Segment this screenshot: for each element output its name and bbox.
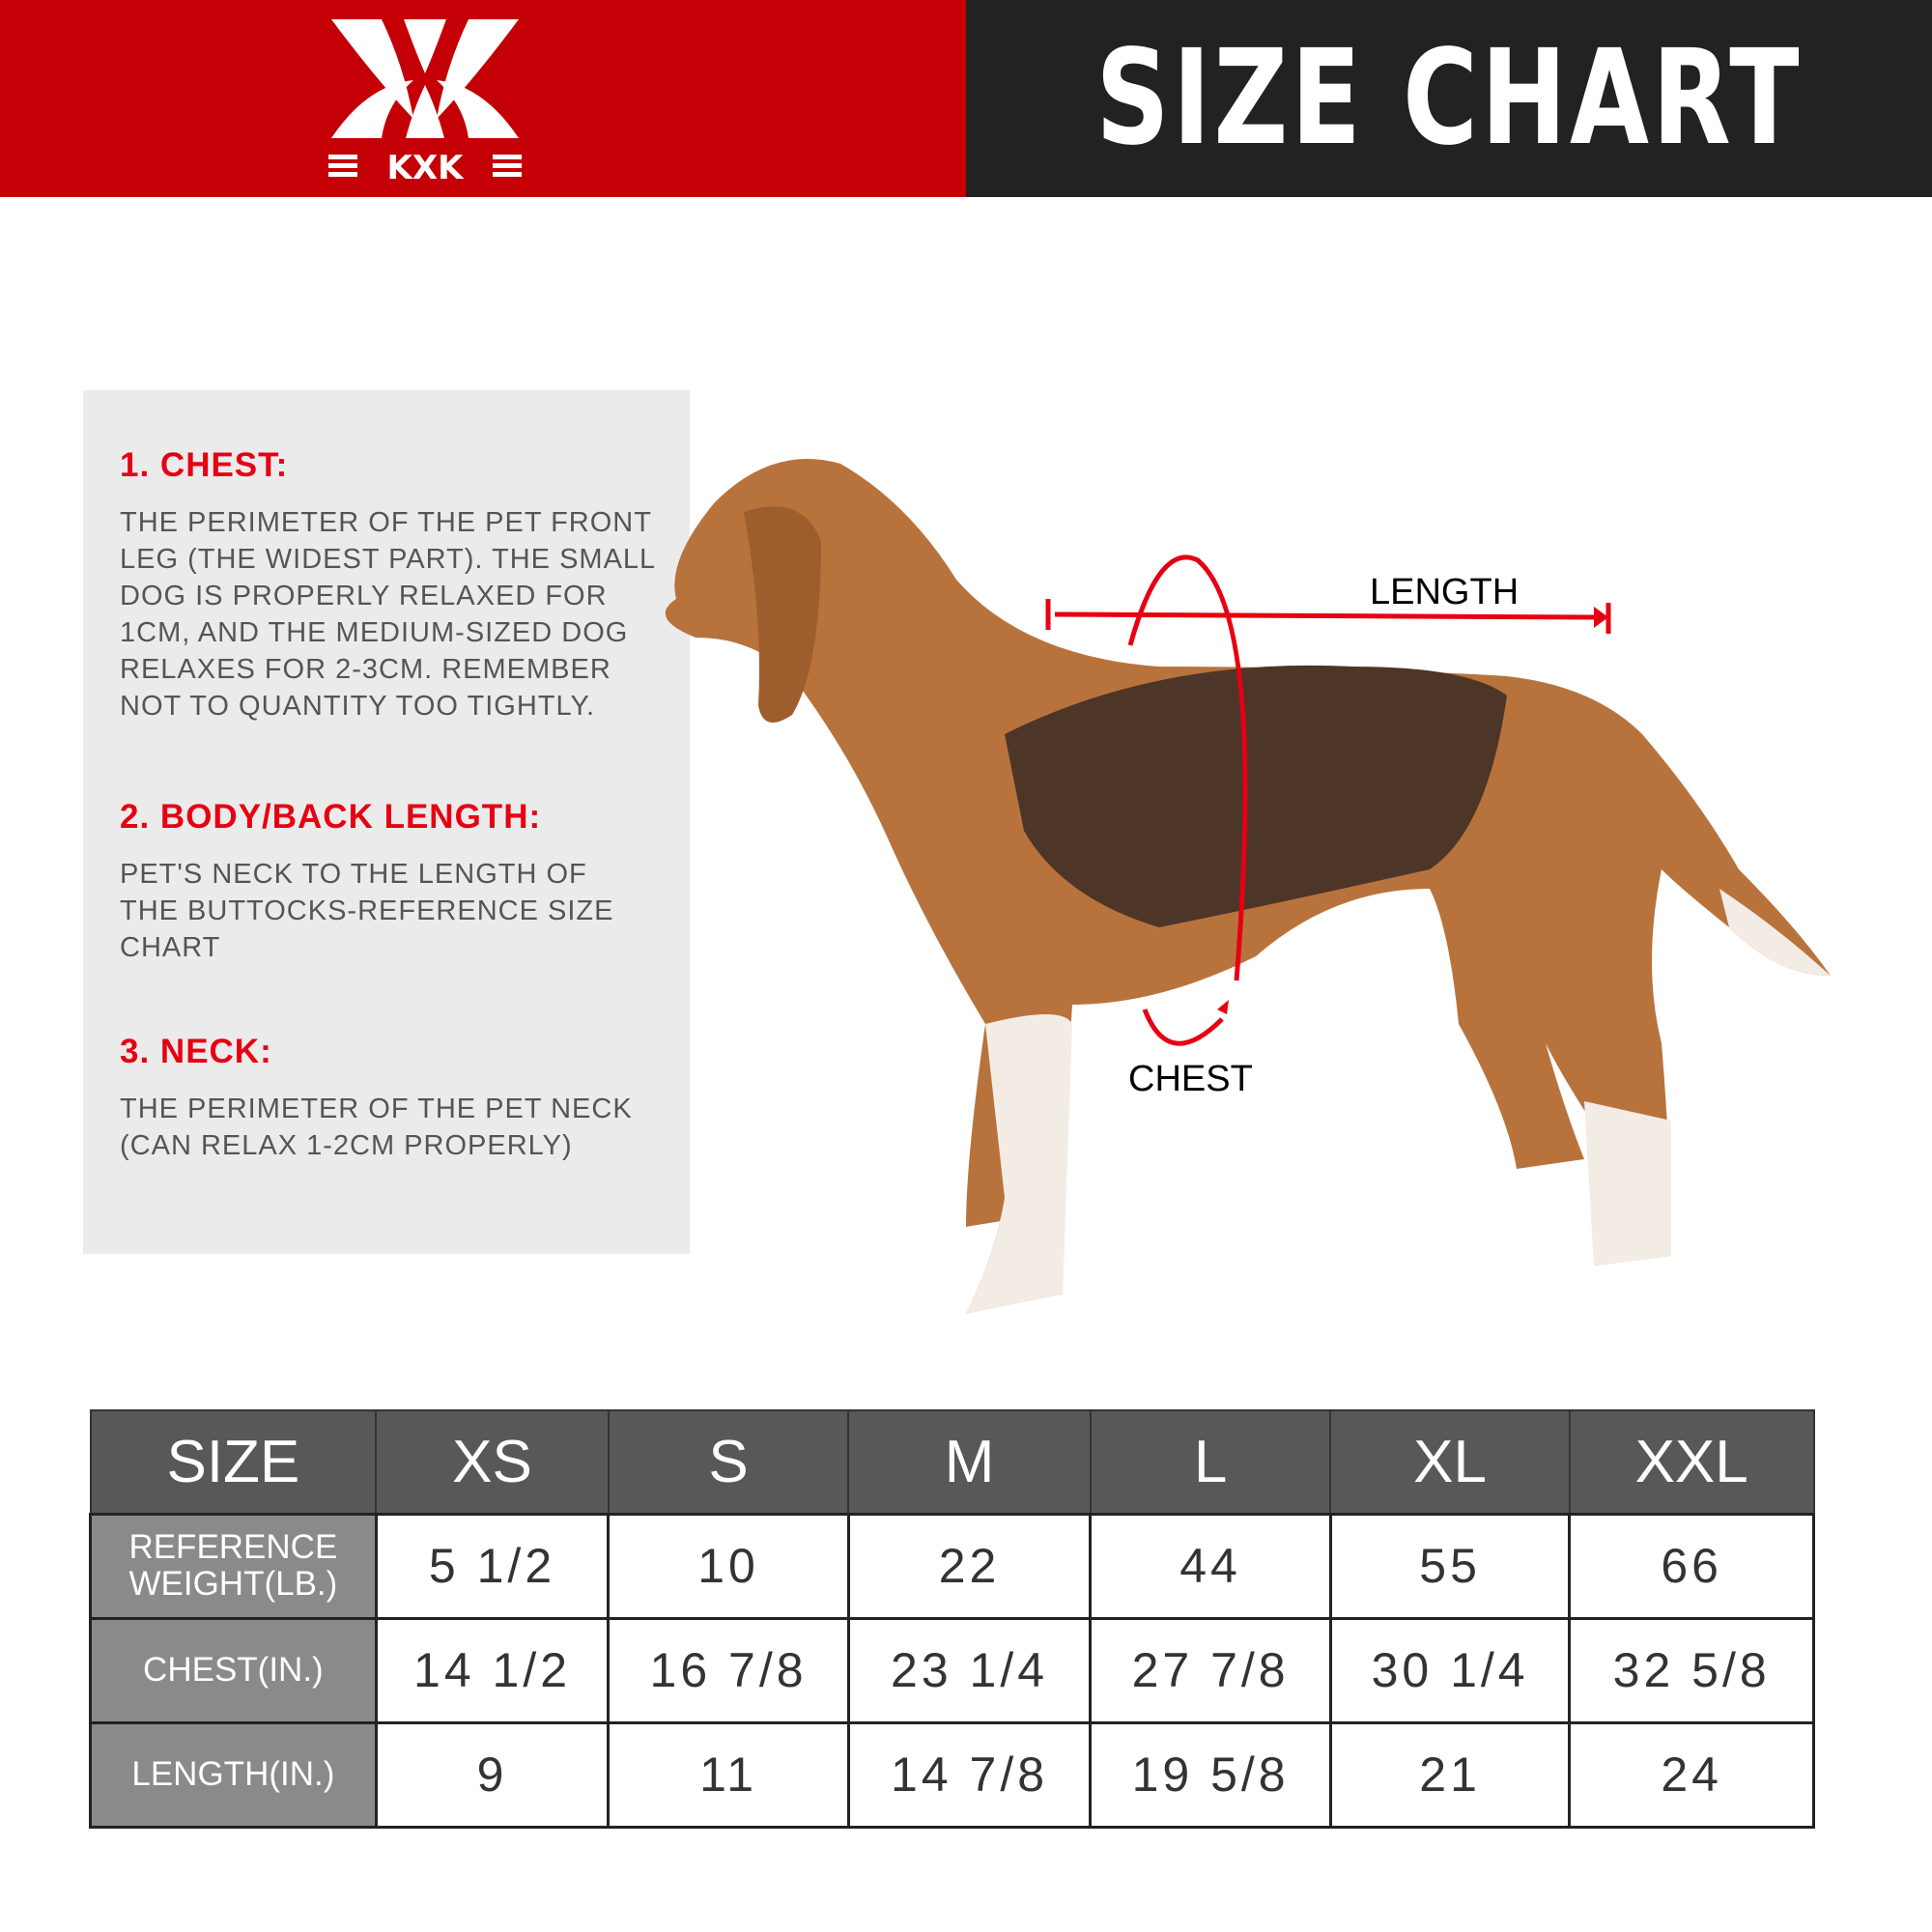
cell: 14 7/8: [846, 1720, 1093, 1829]
cell: 27 7/8: [1089, 1616, 1332, 1724]
kxk-logo: KXK: [328, 19, 522, 186]
cell: 14 1/2: [374, 1616, 611, 1724]
header-size: SIZE: [89, 1409, 378, 1515]
chest-label: CHEST: [1128, 1059, 1253, 1099]
cell: 44: [1089, 1512, 1332, 1620]
table-row-length: LENGTH(IN.) 9 11 14 7/8 19 5/8 21 24: [89, 1720, 1815, 1829]
cell: 32 5/8: [1568, 1616, 1815, 1724]
guide-heading-length: 2. BODY/BACK LENGTH:: [120, 798, 542, 836]
cell: 9: [374, 1720, 611, 1829]
table-header-row: SIZE XS S M L XL XXL: [89, 1409, 1815, 1515]
cell: 11: [607, 1720, 850, 1829]
length-label: LENGTH: [1370, 572, 1520, 612]
cell: 16 7/8: [607, 1616, 850, 1724]
table-row-weight: REFERENCE WEIGHT(LB.) 5 1/2 10 22 44 55 …: [89, 1512, 1815, 1620]
svg-text:KXK: KXK: [387, 149, 466, 186]
row-label: REFERENCE WEIGHT(LB.): [89, 1512, 378, 1620]
guide-heading-neck: 3. NECK:: [120, 1033, 272, 1070]
header-title-bar: [966, 0, 1932, 197]
page-title: SIZE CHART: [1095, 22, 1803, 175]
measurement-guide-panel: [83, 390, 690, 1254]
guide-text-neck: THE PERIMETER OF THE PET NECK (CAN RELAX…: [120, 1094, 633, 1161]
header-s: S: [607, 1409, 850, 1515]
guide-text-length: PET'S NECK TO THE LENGTH OF THE BUTTOCKS…: [120, 859, 614, 963]
cell: 22: [846, 1512, 1093, 1620]
table-row-chest: CHEST(IN.) 14 1/2 16 7/8 23 1/4 27 7/8 3…: [89, 1616, 1815, 1724]
cell: 21: [1328, 1720, 1572, 1829]
cell: 19 5/8: [1089, 1720, 1332, 1829]
header-m: M: [847, 1409, 1092, 1515]
cell: 66: [1568, 1512, 1815, 1620]
row-label: LENGTH(IN.): [89, 1720, 378, 1829]
beagle-illustration: [665, 459, 1831, 1314]
cell: 55: [1328, 1512, 1572, 1620]
cell: 5 1/2: [374, 1512, 611, 1620]
size-table: SIZE XS S M L XL XXL REFERENCE WEIGHT(LB…: [89, 1409, 1815, 1829]
header-xs: XS: [375, 1409, 610, 1515]
row-label: CHEST(IN.): [89, 1616, 378, 1724]
header-xl: XL: [1329, 1409, 1571, 1515]
header-l: L: [1089, 1409, 1332, 1515]
cell: 23 1/4: [846, 1616, 1093, 1724]
cell: 10: [607, 1512, 850, 1620]
guide-heading-chest: 1. CHEST:: [120, 446, 289, 484]
guide-text-chest: THE PERIMETER OF THE PET FRONT LEG (THE …: [120, 507, 657, 722]
cell: 24: [1568, 1720, 1815, 1829]
header-xxl: XXL: [1568, 1409, 1815, 1515]
cell: 30 1/4: [1328, 1616, 1572, 1724]
